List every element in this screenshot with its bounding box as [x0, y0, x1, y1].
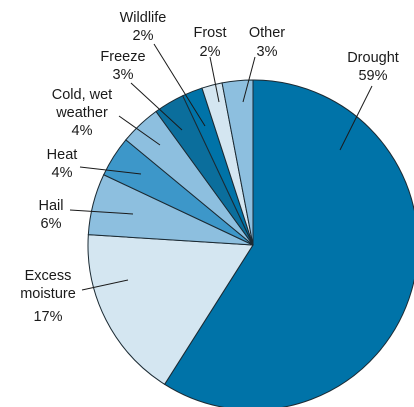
slice-value-label: 59% [358, 68, 387, 84]
slice-name-label: Drought [347, 50, 399, 66]
slice-name-label: Wildlife [120, 10, 167, 26]
leader-lines [69, 43, 373, 291]
leader-line [209, 56, 220, 103]
pie-slice-other [221, 79, 254, 246]
leader-line [242, 56, 256, 103]
slice-labels: Drought 59% Excess moisture 17% Hail 6% Heat 4% C… [20, 10, 399, 325]
slice-name-label: Frost [193, 25, 226, 41]
slice-value-label: 17% [33, 309, 62, 325]
slice-value-label: 2% [133, 28, 154, 44]
leader-line [79, 166, 142, 175]
slice-name-label: Heat [47, 147, 78, 163]
slice-value-label: 2% [200, 44, 221, 60]
slice-value-label: 3% [113, 67, 134, 83]
slice-name-label: Excess [25, 268, 72, 284]
leader-line [118, 115, 161, 146]
slice-name-label: Freeze [100, 49, 145, 65]
leader-line [339, 85, 373, 151]
slice-value-label: 4% [52, 165, 73, 181]
slice-value-label: 3% [257, 44, 278, 60]
slice-name-label: moisture [20, 286, 76, 302]
pie-slice-excess-moisture [87, 234, 254, 386]
slice-value-label: 4% [72, 123, 93, 139]
slice-name-label: Cold, wet [52, 87, 112, 103]
leader-line [153, 43, 206, 127]
leader-line [130, 82, 183, 131]
pie-slices [87, 79, 414, 407]
slice-name-label: Other [249, 25, 285, 41]
leader-line [81, 279, 129, 291]
slice-value-label: 6% [41, 216, 62, 232]
slice-name-label: weather [55, 105, 108, 121]
slice-name-label: Hail [39, 198, 64, 214]
leader-line [69, 209, 134, 215]
pie-slice-drought [163, 79, 414, 407]
